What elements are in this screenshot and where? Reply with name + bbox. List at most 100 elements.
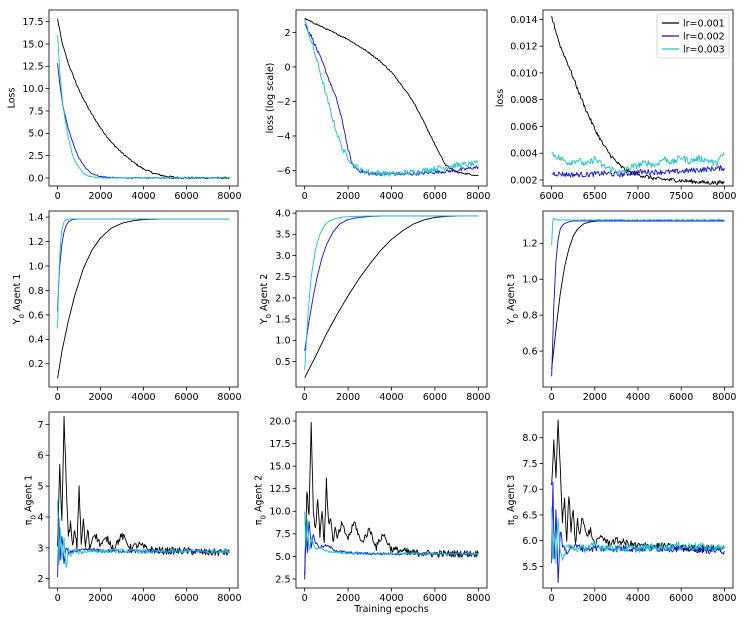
series-line-lr=0.002 <box>304 215 479 352</box>
y-tick-label: 12.5 <box>269 484 290 495</box>
subplot-2: 0 2000 4000 6000 8000 −6 −4 −2 0 2 loss (log scale… <box>265 9 490 202</box>
y-tick-label: 1.2 <box>522 239 537 250</box>
subplot-4: 0 2000 4000 6000 8000 0.2 0.4 0.6 0.8 1.0 1.2 1.4 Y0… <box>12 210 242 403</box>
axes-frame <box>542 210 734 388</box>
x-tick-label: 6000 <box>174 191 198 202</box>
subplot-5: 0 2000 4000 6000 8000 0.5 1.0 1.5 2.0 2.5 3.0 3.5 4.… <box>259 209 490 403</box>
y-tick-label: 1.2 <box>28 237 43 248</box>
y-tick-label: 0.6 <box>522 346 537 357</box>
y-tick-label: 0.4 <box>28 335 43 346</box>
y-tick-label: 3 <box>37 543 43 554</box>
series-line-lr=0.001 <box>304 421 479 575</box>
x-tick-label: 0 <box>55 392 61 403</box>
legend-label: lr=0.003 <box>683 44 725 55</box>
axes-frame <box>295 411 488 589</box>
y-tick-label: 5.0 <box>275 552 290 563</box>
subplot-9: 0 2000 4000 6000 8000 5.5 6.0 6.5 7.0 7.5 8.0 π0 Ag… <box>506 411 736 604</box>
series-line-lr=0.001 <box>57 218 230 379</box>
y-tick-label: 0.0 <box>28 173 43 184</box>
series-line-lr=0.001 <box>551 419 725 553</box>
x-tick-label: 2000 <box>88 392 112 403</box>
x-tick-label: 8000 <box>712 392 736 403</box>
series-line-lr=0.003 <box>304 215 479 371</box>
y-tick-label: 3.0 <box>275 251 290 262</box>
x-tick-label: 6000 <box>423 593 447 604</box>
series-line-lr=0.001 <box>57 415 230 557</box>
x-tick-label: 2000 <box>336 392 360 403</box>
y-tick-label: 7.0 <box>522 485 537 496</box>
y-axis-label: loss <box>495 89 506 107</box>
series-line-lr=0.001 <box>551 220 725 370</box>
y-tick-label: 7.5 <box>275 529 290 540</box>
y-tick-label: 1.0 <box>275 336 290 347</box>
series-line-lr=0.003 <box>304 19 479 177</box>
x-tick-label: 2000 <box>336 593 360 604</box>
y-tick-label: 4.0 <box>275 209 290 220</box>
y-tick-label: 0.010 <box>510 68 537 79</box>
x-tick-label: 6000 <box>423 191 447 202</box>
x-tick-label: 8000 <box>217 191 241 202</box>
x-tick-label: 8000 <box>466 191 490 202</box>
x-tick-label: 4000 <box>626 593 650 604</box>
y-tick-label: 0.8 <box>28 286 43 297</box>
y-tick-label: 12.5 <box>22 62 43 73</box>
series-line-lr=0.002 <box>551 220 725 377</box>
y-tick-label: 5.0 <box>28 129 43 140</box>
x-tick-label: 0 <box>302 593 308 604</box>
x-tick-label: 7500 <box>669 191 693 202</box>
x-tick-label: 8000 <box>712 593 736 604</box>
y-tick-label: 0.014 <box>510 15 537 26</box>
y-tick-label: 2.5 <box>275 574 290 585</box>
x-tick-label: 2000 <box>583 392 607 403</box>
series-line-lr=0.001 <box>304 215 479 378</box>
y-tick-label: 1.5 <box>275 315 290 326</box>
y-tick-label: 0.004 <box>510 149 537 160</box>
axes-frame <box>48 411 239 589</box>
series-line-lr=0.003 <box>551 151 725 175</box>
y-tick-label: 0.8 <box>522 311 537 322</box>
series-line-lr=0.003 <box>551 217 725 246</box>
subplot-3: 6000 6500 7000 7500 8000 0.002 0.004 0.006 0.008… <box>495 9 736 202</box>
x-tick-label: 8000 <box>466 392 490 403</box>
y-tick-label: 0.006 <box>510 122 537 133</box>
x-tick-label: 6000 <box>423 392 447 403</box>
series-line-lr=0.003 <box>57 34 230 179</box>
x-tick-label: 0 <box>549 593 555 604</box>
y-tick-label: 2.0 <box>275 293 290 304</box>
y-tick-label: 5.5 <box>522 562 537 573</box>
x-tick-label: 4000 <box>379 191 403 202</box>
x-tick-label: 0 <box>55 593 61 604</box>
x-tick-label: 8000 <box>466 593 490 604</box>
y-axis-label: π0 Agent 3 <box>506 475 520 525</box>
subplot-7: 0 2000 4000 6000 8000 2 3 4 5 6 7 π0 Agent 1 <box>23 411 242 604</box>
y-tick-label: 5 <box>37 482 43 493</box>
series-line-lr=0.002 <box>304 24 479 177</box>
series-line-lr=0.001 <box>551 15 725 186</box>
y-axis-label: Y0 Agent 1 <box>12 274 26 326</box>
x-tick-label: 6000 <box>174 392 198 403</box>
series-line-lr=0.002 <box>551 481 725 583</box>
x-tick-label: 0 <box>302 191 308 202</box>
x-tick-label: 6000 <box>669 593 693 604</box>
y-tick-label: 0.2 <box>28 359 43 370</box>
legend: lr=0.001 lr=0.002 lr=0.003 <box>656 13 730 59</box>
y-tick-label: 1.0 <box>28 261 43 272</box>
series-line-lr=0.003 <box>304 511 479 556</box>
y-tick-label: 2.5 <box>275 272 290 283</box>
y-tick-label: 2 <box>37 574 43 585</box>
x-tick-label: 4000 <box>626 392 650 403</box>
y-tick-label: 0.002 <box>510 175 537 186</box>
y-tick-label: −2 <box>276 97 290 108</box>
y-axis-label: Loss <box>7 88 18 109</box>
y-tick-label: −4 <box>276 131 290 142</box>
y-axis-label: π0 Agent 1 <box>23 475 37 525</box>
y-axis-label: loss (log scale) <box>265 63 276 134</box>
x-tick-label: 7000 <box>626 191 650 202</box>
x-tick-label: 4000 <box>379 593 403 604</box>
x-tick-label: 6000 <box>669 392 693 403</box>
y-tick-label: 17.5 <box>269 439 290 450</box>
x-tick-label: 4000 <box>131 191 155 202</box>
y-tick-label: −6 <box>276 166 290 177</box>
subplot-8: 0 2000 4000 6000 8000 2.5 5.0 7.5 10.0 12.5 15.0 17… <box>254 411 490 604</box>
y-tick-label: 3.5 <box>275 230 290 241</box>
